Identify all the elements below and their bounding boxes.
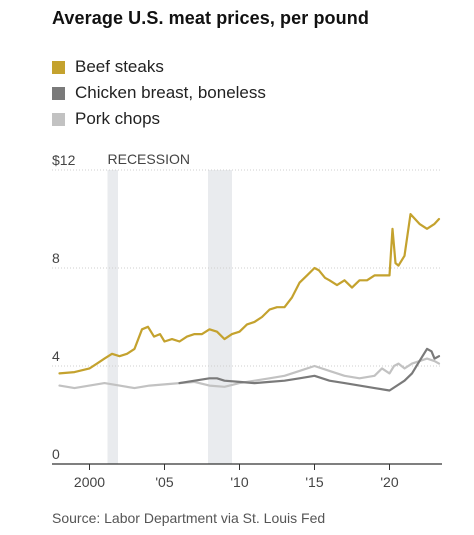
recession-band-2 bbox=[208, 170, 232, 464]
source-note: Source: Labor Department via St. Louis F… bbox=[52, 510, 326, 526]
x-tick-label-2010: '10 bbox=[230, 474, 248, 490]
series-line-beef-steaks bbox=[58, 213, 441, 375]
legend-swatch-beef bbox=[52, 60, 65, 74]
y-tick-label-0: 0 bbox=[52, 446, 60, 462]
legend-label-chicken: Chicken breast, boneless bbox=[75, 83, 266, 102]
y-tick-label-4: 4 bbox=[52, 348, 60, 364]
legend-swatch-chicken bbox=[52, 86, 65, 100]
y-tick-label-12: $12 bbox=[52, 152, 76, 168]
legend-label-pork: Pork chops bbox=[75, 109, 161, 128]
legend-item-beef: Beef steaks bbox=[52, 54, 266, 80]
series-line-pork-chops bbox=[58, 357, 441, 390]
recession-label: RECESSION bbox=[108, 151, 190, 167]
legend-item-chicken: Chicken breast, boneless bbox=[52, 80, 266, 106]
recession-band-1 bbox=[107, 170, 118, 464]
x-tick-label-2020: '20 bbox=[380, 474, 398, 490]
chart-title: Average U.S. meat prices, per pound bbox=[52, 8, 369, 28]
legend: Beef steaks Chicken breast, boneless Por… bbox=[52, 54, 266, 132]
x-tick-label-2005: '05 bbox=[155, 474, 173, 490]
legend-item-pork: Pork chops bbox=[52, 106, 266, 132]
x-tick-label-2000: 2000 bbox=[74, 474, 105, 490]
series-line-chicken-breast-boneless bbox=[178, 347, 441, 392]
x-tick-label-2015: '15 bbox=[305, 474, 323, 490]
legend-label-beef: Beef steaks bbox=[75, 57, 164, 76]
y-tick-label-8: 8 bbox=[52, 250, 60, 266]
legend-swatch-pork bbox=[52, 112, 65, 126]
